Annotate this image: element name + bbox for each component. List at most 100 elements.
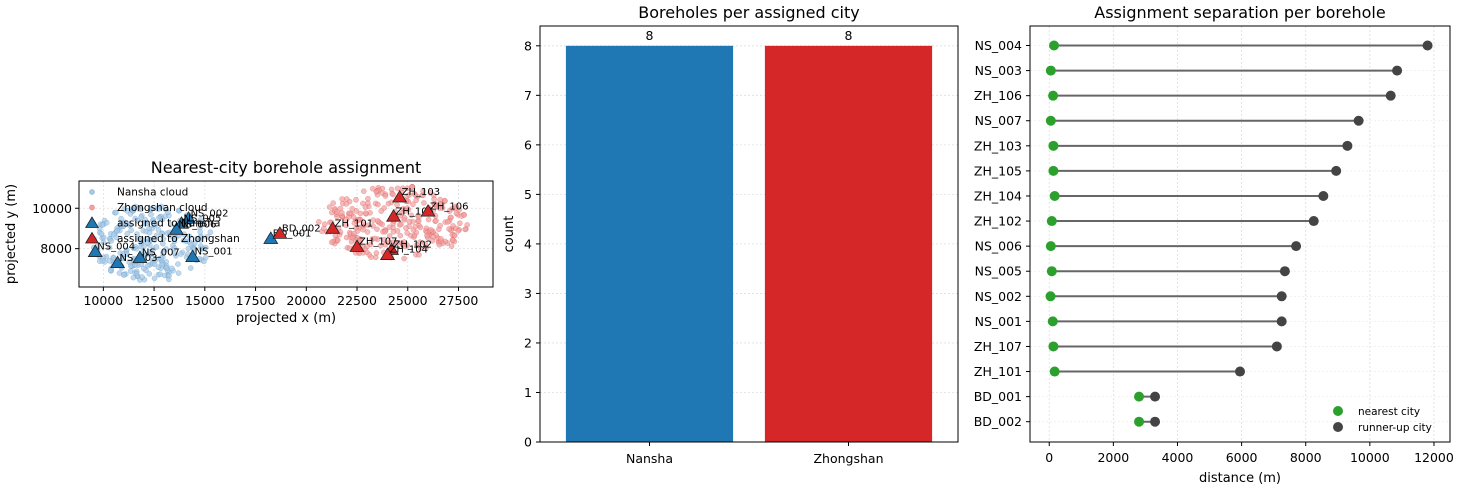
cloud-point	[396, 222, 403, 228]
cloud-point	[362, 204, 369, 211]
cloud-point	[349, 205, 356, 212]
runner-up-city-point	[1308, 216, 1319, 227]
cloud-point	[370, 223, 376, 229]
legend-marker-assigned-zhongshan	[84, 231, 100, 244]
cloud-point	[124, 251, 130, 257]
cloud-point	[150, 217, 157, 223]
cloud-point	[425, 216, 432, 223]
x-tick-label: 4000	[1162, 450, 1194, 465]
y-tick-label: 7	[524, 88, 532, 103]
nearest-city-point	[1045, 241, 1056, 252]
y-tick-label: 2	[524, 335, 532, 350]
y-tick-label: NS_003	[975, 63, 1022, 78]
cloud-point	[403, 225, 409, 231]
cloud-point	[107, 267, 114, 274]
cloud-point	[364, 243, 370, 250]
cloud-point	[99, 222, 106, 228]
cloud-point	[360, 188, 367, 195]
cloud-point	[186, 233, 193, 239]
separation-chart-frame	[1029, 25, 1451, 443]
y-tick-label: 0	[524, 435, 532, 450]
bar-chart-title: Boreholes per assigned city	[638, 3, 859, 22]
cloud-point	[197, 243, 204, 249]
y-tick-label: ZH_101	[974, 364, 1022, 379]
borehole-label: ZH_102	[394, 240, 432, 251]
cloud-point	[357, 210, 364, 217]
cloud-point	[412, 223, 419, 230]
borehole-marker	[87, 244, 103, 257]
nearest-city-point	[1049, 366, 1060, 377]
cloud-point	[382, 228, 388, 235]
cloud-point	[377, 242, 384, 249]
cloud-point	[429, 237, 436, 244]
runner-up-city-point	[1150, 391, 1161, 402]
cloud-point	[151, 236, 158, 243]
cloud-point	[353, 196, 359, 203]
cloud-point	[442, 198, 448, 204]
bar-nansha	[565, 45, 734, 443]
cloud-point	[180, 237, 187, 244]
y-tick-label: BD_002	[974, 414, 1022, 429]
runner-up-city-point	[1276, 316, 1287, 327]
cloud-point	[165, 209, 171, 216]
cloud-point	[163, 246, 169, 252]
cloud-point	[197, 224, 203, 231]
x-tick-label: 10000	[1350, 450, 1390, 465]
separation-chart-marks	[1045, 40, 1433, 427]
cloud-point	[412, 191, 418, 198]
cloud-point	[128, 227, 135, 234]
borehole-marker	[325, 221, 341, 234]
legend-label-runner-up-city: runner-up city	[1358, 422, 1432, 434]
cloud-point	[364, 229, 371, 235]
nearest-city-point	[1046, 216, 1057, 227]
cloud-point	[185, 245, 192, 252]
cloud-point	[446, 208, 453, 214]
cloud-point	[409, 184, 415, 191]
legend-marker-runner-up-city	[1333, 422, 1343, 432]
legend-label-assigned-nansha: assigned to Nansha	[117, 218, 220, 230]
cloud-point	[343, 234, 350, 241]
runner-up-city-point	[1271, 341, 1282, 352]
x-tick-label: 25000	[388, 293, 428, 308]
scatter-map-legend: Nansha cloud Zhongshan cloud assigned to…	[84, 187, 240, 245]
cloud-point	[339, 210, 345, 216]
cloud-point	[177, 251, 184, 257]
borehole-label: NS_004	[97, 242, 135, 253]
cloud-point	[202, 244, 209, 251]
cloud-point	[163, 264, 170, 271]
scatter-map-x-ticks: 10000 12500 15000 17500 20000 22500 25000 27500	[83, 287, 478, 308]
borehole-label: NS_002	[191, 208, 229, 219]
cloud-point	[432, 201, 438, 207]
y-tick-label: 8000	[40, 241, 72, 256]
nearest-city-point	[1048, 341, 1059, 352]
cloud-point	[160, 235, 167, 242]
runner-up-city-point	[1235, 366, 1245, 377]
cloud-point	[158, 255, 164, 262]
cloud-point	[187, 265, 194, 271]
cloud-point	[457, 220, 463, 227]
y-tick-label: BD_001	[974, 389, 1022, 404]
runner-up-city-point	[1150, 416, 1161, 427]
cloud-point	[360, 226, 366, 233]
cloud-point	[413, 197, 420, 204]
cloud-point	[139, 274, 145, 280]
nearest-city-point	[1134, 416, 1145, 427]
cloud-point	[186, 238, 193, 245]
borehole-label: BD_002	[282, 223, 321, 234]
x-tick-label: 8000	[1290, 450, 1322, 465]
cloud-point	[365, 195, 371, 202]
cloud-point	[134, 231, 140, 238]
borehole-label: NS_007	[142, 248, 180, 259]
cloud-point	[394, 227, 401, 234]
cloud-point	[139, 237, 145, 244]
cloud-point	[315, 219, 322, 225]
cloud-point	[121, 206, 127, 212]
cloud-point	[146, 229, 153, 236]
cloud-point	[462, 226, 468, 233]
separation-chart-y-ticks: NS_004 NS_003 ZH_106 NS_007 ZH_103 ZH_105 ZH_1…	[974, 38, 1030, 429]
legend-marker-nansha-cloud	[89, 189, 95, 195]
cloud-point	[353, 208, 360, 214]
y-tick-label: 4	[524, 236, 532, 251]
cloud-point	[402, 207, 409, 214]
bar-data-label: 8	[845, 28, 853, 43]
